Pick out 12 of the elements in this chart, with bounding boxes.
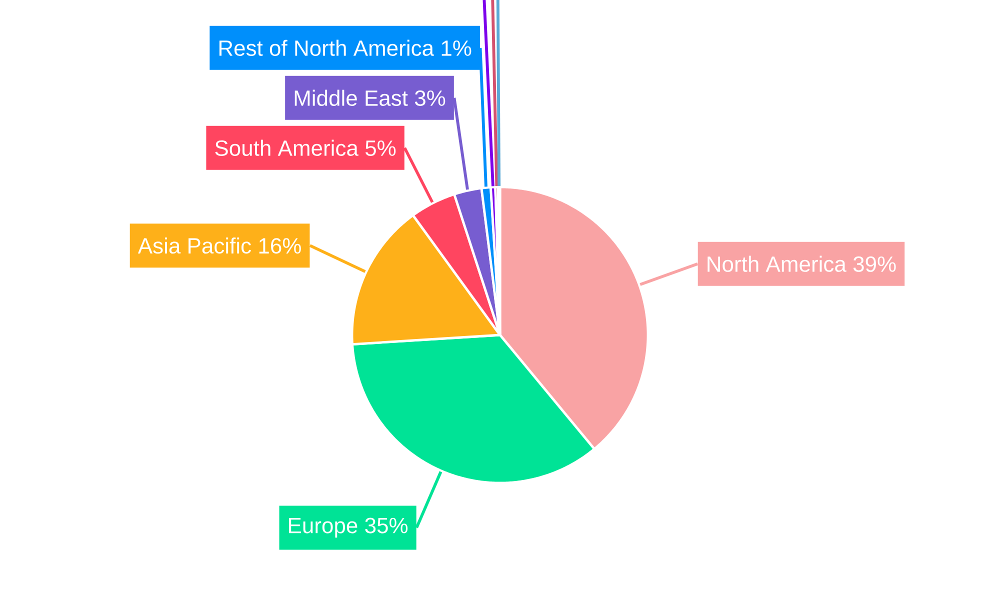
data-label: 16% xyxy=(259,238,301,254)
data-label: 3% xyxy=(414,90,446,106)
data-label: 39% xyxy=(853,256,896,272)
slice-label: North America xyxy=(708,256,846,272)
data-label: 1% xyxy=(442,40,472,56)
data-label: 35% xyxy=(365,518,408,534)
slice-label: Middle East xyxy=(294,90,408,106)
slice-label: Rest of North America xyxy=(219,40,434,56)
slice-label: Asia Pacific xyxy=(138,238,251,254)
slice-label: South America xyxy=(215,140,358,156)
data-label: 5% xyxy=(365,140,396,156)
slice-label: Europe xyxy=(289,518,358,538)
